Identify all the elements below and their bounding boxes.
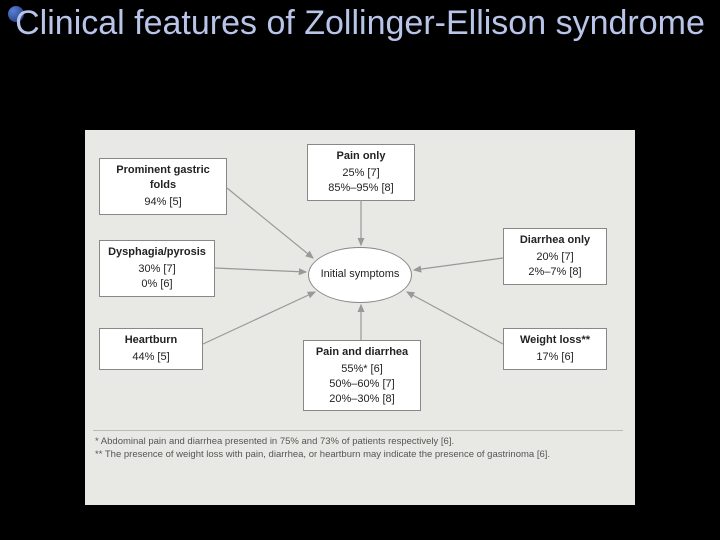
footnote-line: ** The presence of weight loss with pain… xyxy=(95,449,625,462)
node-weight: Weight loss** 17% [6] xyxy=(503,328,607,370)
center-label: Initial symptoms xyxy=(321,268,400,281)
node-line: 2%–7% [8] xyxy=(510,265,600,280)
node-line: 50%–60% [7] xyxy=(310,377,414,392)
node-header: Pain and diarrhea xyxy=(310,345,414,360)
node-header: Heartburn xyxy=(106,333,196,348)
node-line: 85%–95% [8] xyxy=(314,181,408,196)
node-heartburn: Heartburn 44% [5] xyxy=(99,328,203,370)
node-header: Diarrhea only xyxy=(510,233,600,248)
node-line: 25% [7] xyxy=(314,166,408,181)
node-center: Initial symptoms xyxy=(308,247,412,303)
arrow xyxy=(227,188,313,258)
arrow xyxy=(215,268,306,272)
node-line: 0% [6] xyxy=(106,277,208,292)
node-line: 55%* [6] xyxy=(310,362,414,377)
diagram-container: Prominent gastric folds 94% [5] Pain onl… xyxy=(85,130,635,505)
node-dysphagia: Dysphagia/pyrosis 30% [7] 0% [6] xyxy=(99,240,215,297)
arrow xyxy=(203,292,315,344)
slide-title: Clinical features of Zollinger-Ellison s… xyxy=(0,4,720,43)
node-line: 94% [5] xyxy=(106,195,220,210)
node-paindiarrhea: Pain and diarrhea 55%* [6] 50%–60% [7] 2… xyxy=(303,340,421,411)
footnotes: * Abdominal pain and diarrhea presented … xyxy=(95,436,625,462)
footnote-line: * Abdominal pain and diarrhea presented … xyxy=(95,436,625,449)
arrow xyxy=(414,258,503,270)
node-header: Pain only xyxy=(314,149,408,164)
node-line: 20% [7] xyxy=(510,250,600,265)
node-header: Dysphagia/pyrosis xyxy=(106,245,208,260)
node-line: 44% [5] xyxy=(106,350,196,365)
node-pain: Pain only 25% [7] 85%–95% [8] xyxy=(307,144,415,201)
node-line: 17% [6] xyxy=(510,350,600,365)
node-header: Weight loss** xyxy=(510,333,600,348)
node-header: Prominent gastric folds xyxy=(106,163,220,193)
arrow xyxy=(407,292,503,344)
footnote-divider xyxy=(93,430,623,431)
node-prominent: Prominent gastric folds 94% [5] xyxy=(99,158,227,215)
node-line: 30% [7] xyxy=(106,262,208,277)
node-line: 20%–30% [8] xyxy=(310,392,414,407)
node-diarrhea: Diarrhea only 20% [7] 2%–7% [8] xyxy=(503,228,607,285)
